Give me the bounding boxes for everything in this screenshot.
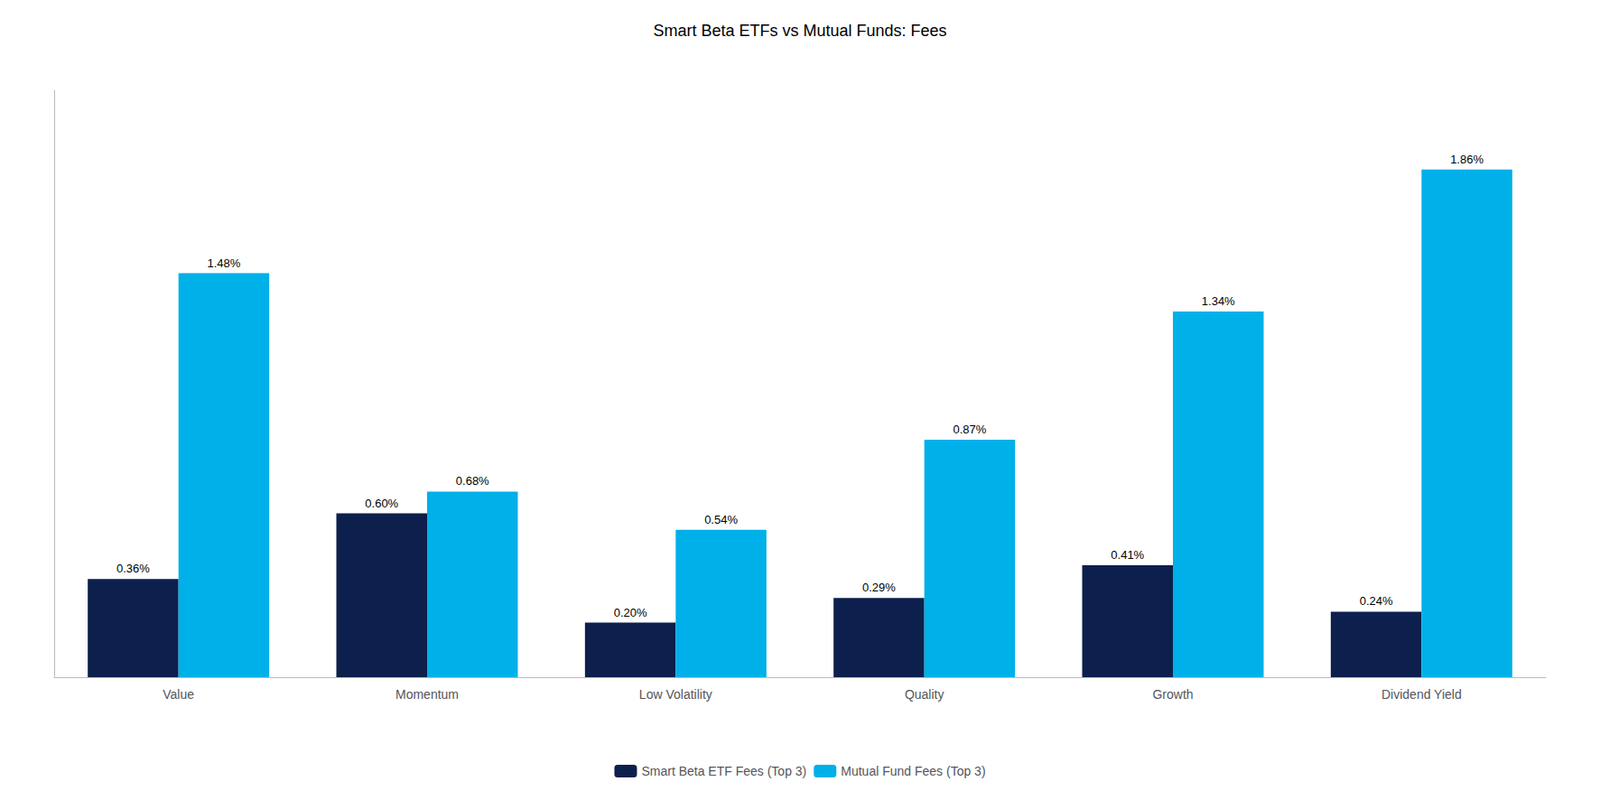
svg-text:Quality: Quality: [904, 687, 945, 702]
svg-text:0.41%: 0.41%: [1110, 548, 1145, 562]
svg-text:Mutual Fund Fees (Top 3): Mutual Fund Fees (Top 3): [840, 763, 986, 779]
svg-text:Momentum: Momentum: [395, 687, 459, 702]
svg-text:Value: Value: [162, 687, 195, 702]
svg-text:0.24%: 0.24%: [1359, 594, 1394, 608]
svg-text:0.87%: 0.87%: [952, 422, 987, 437]
svg-text:Dividend Yield: Dividend Yield: [1381, 687, 1462, 702]
svg-text:0.54%: 0.54%: [704, 512, 738, 527]
svg-text:1.86%: 1.86%: [1450, 152, 1484, 167]
svg-text:0.36%: 0.36%: [116, 561, 150, 576]
svg-text:Smart Beta ETFs vs Mutual Fund: Smart Beta ETFs vs Mutual Funds: Fees: [652, 21, 947, 40]
svg-text:Smart Beta ETF Fees (Top 3): Smart Beta ETF Fees (Top 3): [641, 763, 807, 779]
svg-text:1.34%: 1.34%: [1201, 294, 1236, 308]
svg-text:1.48%: 1.48%: [206, 256, 241, 270]
svg-text:Growth: Growth: [1152, 687, 1193, 702]
svg-text:0.68%: 0.68%: [455, 474, 490, 488]
svg-text:0.20%: 0.20%: [613, 605, 648, 620]
svg-text:0.60%: 0.60%: [364, 496, 399, 511]
svg-text:0.29%: 0.29%: [862, 580, 896, 595]
svg-text:Low Volatility: Low Volatility: [639, 687, 713, 702]
